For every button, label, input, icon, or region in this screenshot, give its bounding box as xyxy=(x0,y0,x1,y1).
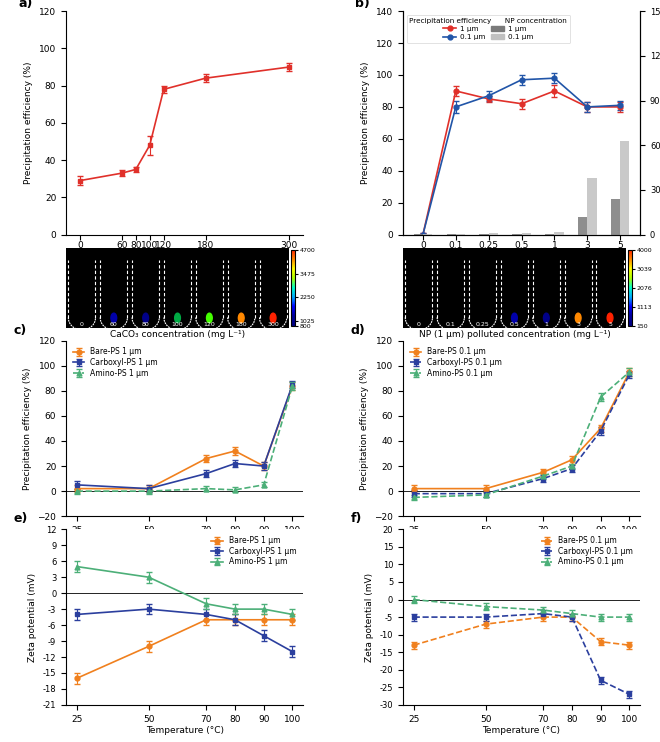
Text: 180: 180 xyxy=(236,322,247,326)
Y-axis label: Precipitation efficiency (%): Precipitation efficiency (%) xyxy=(362,62,370,184)
X-axis label: Temperature (°C): Temperature (°C) xyxy=(482,726,560,735)
Ellipse shape xyxy=(270,313,276,323)
Legend: Bare-PS 1 μm, Carboxyl-PS 1 μm, Amino-PS 1 μm: Bare-PS 1 μm, Carboxyl-PS 1 μm, Amino-PS… xyxy=(70,344,161,381)
Text: 5: 5 xyxy=(608,322,612,326)
X-axis label: CaCO₃ concentration (mg L⁻¹): CaCO₃ concentration (mg L⁻¹) xyxy=(110,330,245,339)
X-axis label: NP (1 μm) polluted concentration (mg L⁻¹): NP (1 μm) polluted concentration (mg L⁻¹… xyxy=(418,330,610,339)
Text: 0.5: 0.5 xyxy=(510,322,519,326)
Text: 80: 80 xyxy=(142,322,150,326)
Text: 0: 0 xyxy=(80,322,84,326)
Ellipse shape xyxy=(175,313,180,323)
Ellipse shape xyxy=(576,313,581,323)
Bar xyxy=(620,141,630,234)
Bar xyxy=(578,217,587,234)
Legend: Bare-PS 1 μm, Carboxyl-PS 1 μm, Amino-PS 1 μm: Bare-PS 1 μm, Carboxyl-PS 1 μm, Amino-PS… xyxy=(208,533,300,569)
Ellipse shape xyxy=(238,313,244,323)
Ellipse shape xyxy=(607,313,613,323)
Ellipse shape xyxy=(111,313,117,323)
Bar xyxy=(488,233,498,234)
Text: b): b) xyxy=(356,0,370,10)
Ellipse shape xyxy=(543,313,549,323)
Ellipse shape xyxy=(143,313,148,323)
Bar xyxy=(587,178,597,234)
Legend: Bare-PS 0.1 μm, Carboxyl-PS 0.1 μm, Amino-PS 0.1 μm: Bare-PS 0.1 μm, Carboxyl-PS 0.1 μm, Amin… xyxy=(407,344,506,381)
Text: 0: 0 xyxy=(417,322,421,326)
X-axis label: NP polluted  concentration (mg L⁻¹): NP polluted concentration (mg L⁻¹) xyxy=(441,252,603,262)
Text: 100: 100 xyxy=(172,322,183,326)
Ellipse shape xyxy=(512,313,517,323)
Text: 0.25: 0.25 xyxy=(476,322,490,326)
Bar xyxy=(611,199,620,234)
Text: 120: 120 xyxy=(203,322,215,326)
Text: a): a) xyxy=(18,0,33,10)
Text: 0.1: 0.1 xyxy=(446,322,455,326)
Legend: 1 μm, 0.1 μm, 1 μm, 0.1 μm: 1 μm, 0.1 μm, 1 μm, 0.1 μm xyxy=(407,15,570,43)
Y-axis label: Precipitation efficiency (%): Precipitation efficiency (%) xyxy=(360,367,369,490)
Legend: Bare-PS 0.1 μm, Carboxyl-PS 0.1 μm, Amino-PS 0.1 μm: Bare-PS 0.1 μm, Carboxyl-PS 0.1 μm, Amin… xyxy=(538,533,636,569)
X-axis label: Temperature (°C): Temperature (°C) xyxy=(482,538,560,547)
Text: d): d) xyxy=(350,324,366,337)
Text: 1: 1 xyxy=(544,322,548,326)
X-axis label: CaCO₃ concentration (mg L⁻¹): CaCO₃ concentration (mg L⁻¹) xyxy=(117,252,252,262)
Text: f): f) xyxy=(350,512,362,525)
X-axis label: Temperature (°C): Temperature (°C) xyxy=(146,538,224,547)
Ellipse shape xyxy=(207,313,213,323)
Y-axis label: Precipitation efficiency (%): Precipitation efficiency (%) xyxy=(23,367,32,490)
Text: 300: 300 xyxy=(267,322,279,326)
Text: 3: 3 xyxy=(576,322,580,326)
Y-axis label: Precipitation efficiency (%): Precipitation efficiency (%) xyxy=(24,62,34,184)
Text: 60: 60 xyxy=(110,322,117,326)
Text: c): c) xyxy=(14,324,27,337)
Y-axis label: Zeta potential (mV): Zeta potential (mV) xyxy=(365,573,374,662)
Y-axis label: Zeta potential (mV): Zeta potential (mV) xyxy=(28,573,37,662)
Bar xyxy=(554,232,564,234)
Bar xyxy=(521,233,531,234)
X-axis label: Temperature (°C): Temperature (°C) xyxy=(146,726,224,735)
Text: e): e) xyxy=(14,512,28,525)
